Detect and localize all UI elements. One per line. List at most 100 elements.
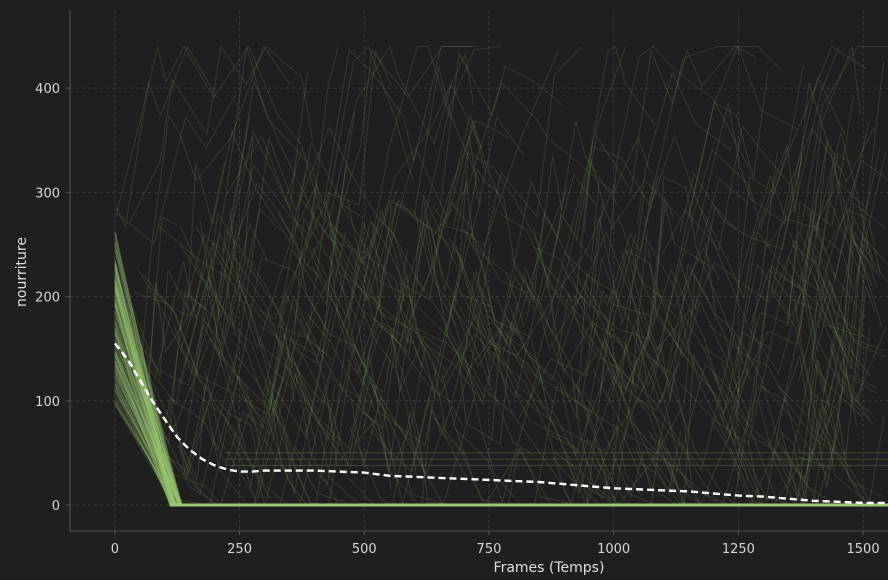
trace-early (114, 293, 183, 506)
trace-agent (814, 274, 862, 337)
trace-agent (294, 222, 366, 486)
trace-agent (533, 176, 659, 325)
trace-agent (643, 133, 828, 375)
trace-early (114, 266, 177, 506)
trace-agent (709, 324, 873, 506)
trace-early (114, 342, 175, 506)
trace-agent (188, 373, 317, 507)
trace-early (114, 248, 174, 506)
trace-early (114, 365, 174, 506)
trace-early (114, 281, 172, 506)
trace-agent (817, 279, 885, 351)
trace-agent (433, 234, 636, 506)
trace-agent (600, 332, 736, 472)
trace-agent (778, 314, 863, 498)
trace-early (114, 351, 181, 506)
trace-agent (625, 128, 799, 352)
trace-agent (397, 119, 510, 301)
trace-early (114, 306, 172, 506)
trace-early (114, 314, 181, 506)
trace-early (114, 319, 183, 506)
trace-early (114, 229, 177, 506)
trace-agent (807, 238, 869, 340)
trace-early (114, 299, 179, 506)
trace-early (114, 360, 180, 506)
trace-agent (801, 46, 861, 262)
trace-early (114, 289, 182, 506)
trace-agent (304, 249, 408, 394)
trace-early (114, 251, 181, 506)
trace-agent (556, 274, 620, 419)
trace-agent (154, 231, 317, 389)
trace-early (114, 390, 182, 506)
trace-agent (498, 212, 585, 321)
trace-early (114, 388, 182, 506)
trace-early (114, 335, 182, 506)
trace-agent (475, 269, 556, 405)
trace-agent (821, 402, 885, 506)
trace-agent (644, 235, 757, 444)
trace-early (114, 269, 171, 506)
trace-agent (412, 332, 574, 506)
trace-early (114, 364, 181, 506)
trace-agent (546, 181, 600, 290)
trace-agent (583, 281, 647, 392)
trace-agent (699, 265, 837, 432)
trace-early (114, 265, 183, 506)
trace-agent (360, 52, 474, 317)
trace-agent (528, 355, 655, 499)
trace-early (114, 291, 179, 506)
trace-early (114, 360, 177, 506)
trace-agent (117, 400, 285, 506)
trace-agent (371, 148, 447, 283)
trace-agent (829, 326, 871, 403)
mean-line (113, 342, 888, 505)
trace-early (114, 244, 180, 506)
trace-early (114, 264, 175, 506)
trace-agent (713, 355, 836, 451)
trace-agent (423, 201, 536, 404)
trace-agent (284, 146, 436, 397)
trace-agent (140, 333, 206, 481)
trace-agent (361, 200, 535, 456)
trace-agent (157, 334, 320, 459)
trace-agent (457, 321, 547, 445)
trace-agent (608, 45, 749, 258)
trace-agent (199, 220, 238, 357)
trace-early (114, 258, 181, 506)
trace-early (114, 263, 179, 506)
trace-early (114, 304, 172, 506)
trace-agent (445, 116, 525, 337)
trace-agent (115, 45, 302, 217)
trace-agent (306, 223, 458, 506)
trace-agent (769, 320, 856, 480)
trace-early (114, 339, 177, 506)
trace-agent (317, 194, 458, 344)
trace-early (114, 381, 182, 506)
trace-early (114, 377, 175, 506)
trace-agent (796, 215, 874, 461)
trace-agent (786, 229, 858, 428)
trace-agent (350, 395, 468, 506)
trace-agent (148, 285, 373, 416)
x-tick-label: 0 (111, 542, 119, 557)
trace-agent (455, 244, 592, 468)
trace-agent (134, 323, 291, 453)
trace-agent (661, 124, 843, 255)
trace-early (114, 366, 177, 506)
trace-early (114, 344, 171, 506)
trace-agent (346, 202, 487, 375)
trace-agent (679, 205, 737, 311)
trace-early (114, 286, 177, 506)
trace-agent (575, 45, 756, 241)
trace-agent (212, 188, 316, 350)
trace-early (114, 372, 171, 506)
trace-early (114, 304, 173, 506)
trace-agent (327, 45, 414, 205)
trace-agent (710, 364, 863, 507)
trace-agent (294, 224, 458, 442)
trace-early (114, 357, 172, 506)
trace-agent (349, 404, 463, 506)
trace-early (114, 233, 171, 505)
trace-agent (606, 317, 664, 397)
